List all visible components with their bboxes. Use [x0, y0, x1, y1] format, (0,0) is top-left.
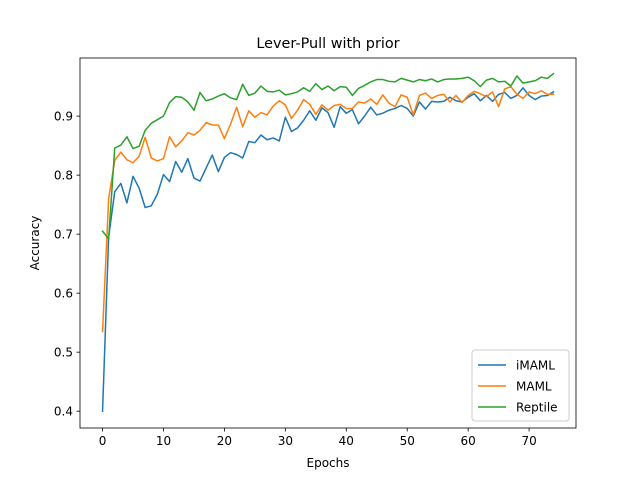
y-tick-label: 0.4 — [54, 404, 73, 418]
x-tick-label: 30 — [278, 434, 293, 448]
x-axis-label: Epochs — [307, 456, 350, 470]
y-tick-label: 0.9 — [54, 109, 73, 123]
x-tick-label: 50 — [400, 434, 415, 448]
y-tick-label: 0.7 — [54, 227, 73, 241]
series-line-reptile — [101, 72, 555, 240]
legend-label-maml: MAML — [516, 379, 552, 393]
x-axis: 0 10 20 30 40 50 60 70 — [99, 428, 537, 448]
legend-label-imaml: iMAML — [516, 358, 555, 372]
series-line-maml — [101, 85, 555, 333]
legend-label-reptile: Reptile — [516, 400, 558, 414]
x-tick-label: 70 — [521, 434, 536, 448]
x-tick-label: 20 — [217, 434, 232, 448]
x-tick-label: 40 — [339, 434, 354, 448]
chart-title: Lever-Pull with prior — [256, 36, 399, 52]
legend-box — [471, 349, 570, 422]
x-tick-label: 10 — [156, 434, 171, 448]
legend: iMAML MAML Reptile — [471, 349, 570, 422]
y-tick-label: 0.8 — [54, 168, 73, 182]
y-axis-label: Accuracy — [28, 216, 42, 271]
y-tick-label: 0.6 — [54, 286, 73, 300]
series-line-imaml — [101, 87, 555, 412]
y-axis: 0.4 0.5 0.6 0.7 0.8 0.9 — [54, 109, 80, 418]
x-tick-label: 0 — [99, 434, 107, 448]
y-tick-label: 0.5 — [54, 345, 73, 359]
plot-frame — [79, 57, 577, 429]
x-tick-label: 60 — [461, 434, 476, 448]
plot-lines — [101, 72, 555, 412]
